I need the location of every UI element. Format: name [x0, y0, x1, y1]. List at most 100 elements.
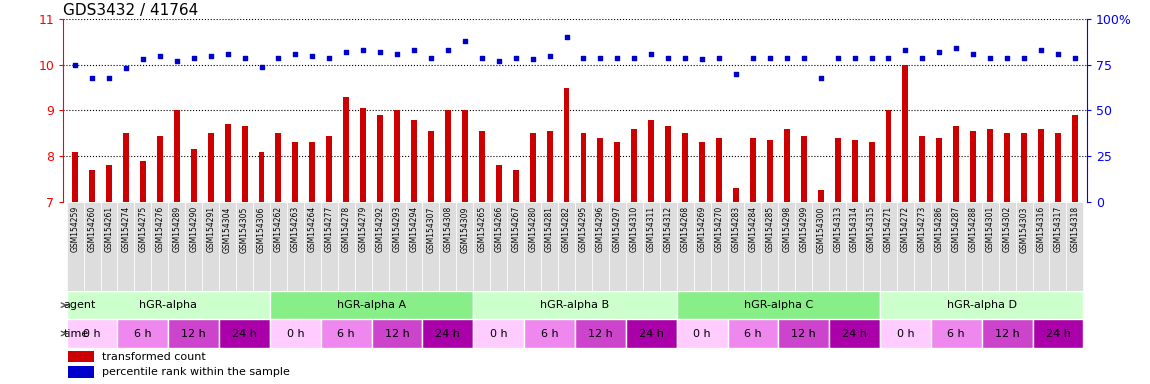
Bar	[546, 131, 552, 202]
Text: 24 h: 24 h	[638, 329, 664, 339]
Text: GSM154290: GSM154290	[190, 206, 198, 252]
Text: GSM154274: GSM154274	[122, 206, 130, 252]
Bar	[89, 170, 95, 202]
Text: GSM154307: GSM154307	[427, 206, 436, 253]
Text: 0 h: 0 h	[286, 329, 305, 339]
Point	[1049, 51, 1067, 57]
Text: hGR-alpha D: hGR-alpha D	[946, 300, 1017, 310]
Text: GSM154273: GSM154273	[918, 206, 927, 252]
Bar	[1033, 319, 1083, 348]
Text: GSM154270: GSM154270	[714, 206, 723, 252]
Bar	[309, 142, 315, 202]
Bar	[224, 124, 231, 202]
Point	[523, 56, 542, 63]
Bar	[67, 202, 84, 291]
Text: GSM154285: GSM154285	[766, 206, 774, 252]
Text: 12 h: 12 h	[995, 329, 1020, 339]
Bar	[812, 202, 829, 291]
Bar	[716, 138, 722, 202]
Bar	[626, 319, 676, 348]
Bar	[998, 202, 1015, 291]
Point	[930, 49, 949, 55]
Bar	[253, 202, 270, 291]
Bar	[728, 319, 779, 348]
Text: transformed count: transformed count	[102, 352, 206, 362]
Point	[168, 58, 186, 64]
Bar	[394, 111, 400, 202]
Text: 6 h: 6 h	[135, 329, 152, 339]
Bar	[1050, 202, 1066, 291]
Point	[540, 53, 559, 59]
Point	[269, 55, 288, 61]
Text: GSM154265: GSM154265	[477, 206, 486, 252]
Bar	[259, 152, 264, 202]
Bar	[304, 202, 321, 291]
Text: GSM154311: GSM154311	[646, 206, 656, 252]
Bar	[338, 202, 354, 291]
Bar	[971, 131, 976, 202]
Text: 6 h: 6 h	[744, 329, 761, 339]
Bar	[936, 138, 942, 202]
Point	[981, 55, 999, 61]
Text: GSM154303: GSM154303	[1020, 206, 1028, 253]
Bar	[1015, 202, 1033, 291]
Text: GSM154302: GSM154302	[1003, 206, 1012, 252]
Bar	[117, 202, 135, 291]
Point	[608, 55, 627, 61]
Bar	[389, 202, 406, 291]
Bar	[558, 202, 575, 291]
Bar	[513, 170, 519, 202]
Bar	[242, 126, 247, 202]
Bar	[1033, 202, 1050, 291]
Bar	[220, 202, 236, 291]
Text: GSM154282: GSM154282	[562, 206, 572, 252]
Bar	[507, 202, 524, 291]
Text: 24 h: 24 h	[232, 329, 256, 339]
Bar	[575, 319, 626, 348]
Text: GSM154305: GSM154305	[240, 206, 250, 253]
Text: GSM154286: GSM154286	[935, 206, 944, 252]
Bar	[140, 161, 146, 202]
Point	[236, 55, 254, 61]
Point	[558, 35, 576, 41]
Point	[744, 55, 762, 61]
Point	[760, 55, 779, 61]
Bar	[575, 202, 592, 291]
Bar	[377, 115, 383, 202]
Text: hGR-alpha: hGR-alpha	[139, 300, 198, 310]
Bar	[67, 319, 117, 348]
Bar	[270, 319, 321, 348]
Text: GSM154263: GSM154263	[291, 206, 300, 252]
Bar	[288, 202, 304, 291]
Bar	[643, 202, 660, 291]
Bar	[72, 152, 78, 202]
Text: hGR-alpha B: hGR-alpha B	[540, 300, 610, 310]
Text: 6 h: 6 h	[540, 329, 559, 339]
Bar	[343, 97, 350, 202]
Text: GSM154304: GSM154304	[223, 206, 232, 253]
Bar	[862, 202, 880, 291]
Bar	[327, 136, 332, 202]
Point	[1066, 55, 1084, 61]
Bar	[682, 133, 688, 202]
Point	[913, 55, 932, 61]
Point	[591, 55, 610, 61]
Text: GSM154284: GSM154284	[749, 206, 758, 252]
Bar	[965, 202, 982, 291]
Point	[100, 74, 118, 81]
Text: GSM154296: GSM154296	[596, 206, 605, 252]
Text: GSM154280: GSM154280	[528, 206, 537, 252]
Bar	[422, 202, 439, 291]
Text: GSM154306: GSM154306	[256, 206, 266, 253]
Bar	[152, 202, 168, 291]
Point	[642, 51, 660, 57]
Text: 24 h: 24 h	[436, 329, 460, 339]
Point	[795, 55, 813, 61]
Bar	[1066, 202, 1083, 291]
Bar	[542, 202, 558, 291]
Bar	[422, 319, 474, 348]
Bar	[818, 190, 823, 202]
Bar	[564, 88, 569, 202]
Bar	[1021, 133, 1027, 202]
Text: GSM154300: GSM154300	[816, 206, 826, 253]
